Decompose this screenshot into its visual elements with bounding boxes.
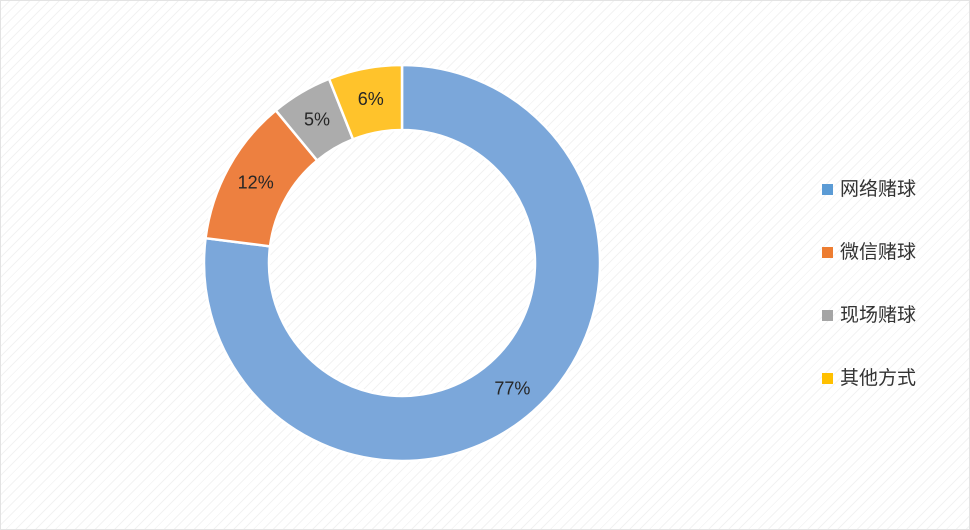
legend-swatch-icon: [822, 373, 833, 384]
slice-data-label: 77%: [494, 378, 530, 398]
donut-slice-1[interactable]: [202, 63, 602, 463]
slice-data-label: 5%: [304, 109, 330, 129]
slice-data-label: 12%: [238, 173, 274, 193]
legend-label: 网络赌球: [840, 179, 917, 200]
legend-label: 现场赌球: [840, 305, 917, 326]
legend-swatch-icon: [822, 184, 833, 195]
legend-item-4[interactable]: 其他方式: [822, 369, 916, 388]
legend-item-3[interactable]: 现场赌球: [822, 306, 916, 325]
legend-swatch-icon: [822, 310, 833, 321]
legend-item-1[interactable]: 网络赌球: [822, 180, 916, 199]
legend-label: 微信赌球: [840, 242, 917, 263]
legend-item-2[interactable]: 微信赌球: [822, 243, 916, 262]
donut-slice-4[interactable]: [327, 63, 404, 141]
chart-legend: 网络赌球微信赌球现场赌球其他方式: [822, 180, 916, 388]
legend-label: 其他方式: [840, 368, 917, 389]
slice-data-label: 6%: [358, 89, 384, 109]
legend-swatch-icon: [822, 247, 833, 258]
